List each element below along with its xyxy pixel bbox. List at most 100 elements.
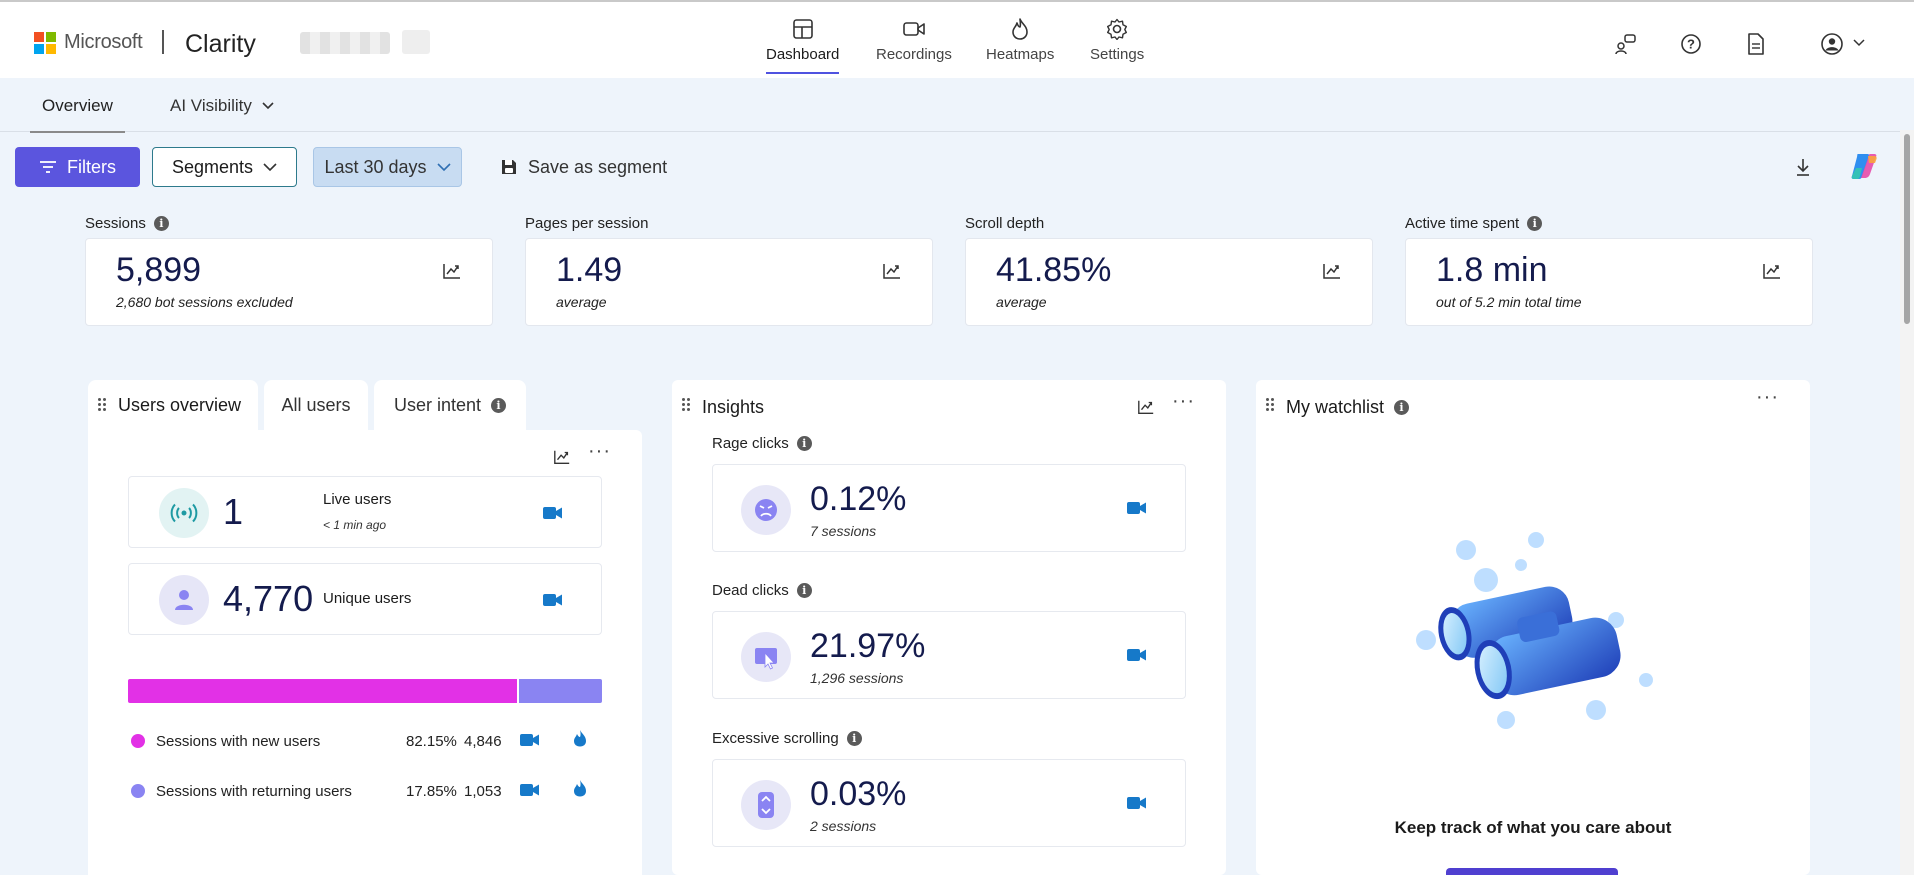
flame-icon	[1007, 16, 1033, 42]
tab-overview[interactable]: Overview	[30, 96, 125, 133]
info-icon[interactable]: i	[1527, 216, 1543, 231]
metric-sub: average	[996, 294, 1047, 310]
gear-icon	[1104, 16, 1130, 42]
returning-users-bar-segment[interactable]	[519, 679, 602, 703]
brand-company: Microsoft	[64, 31, 143, 53]
filters-label: Filters	[67, 156, 116, 177]
trend-chart-icon[interactable]	[882, 261, 902, 281]
recordings-camera-icon[interactable]	[1127, 796, 1147, 810]
heatmap-flame-icon[interactable]	[573, 779, 587, 797]
recordings-camera-icon[interactable]	[1127, 501, 1147, 515]
recordings-camera-icon[interactable]	[543, 593, 563, 607]
info-icon[interactable]: i	[846, 731, 862, 746]
recordings-camera-icon[interactable]	[520, 733, 540, 747]
metric-sub: average	[556, 294, 607, 310]
drag-handle-icon[interactable]	[98, 398, 108, 412]
nav-dashboard[interactable]: Dashboard	[766, 16, 840, 74]
tab-ai-visibility-label: AI Visibility	[170, 96, 252, 115]
heatmap-flame-icon[interactable]	[573, 729, 587, 747]
document-icon[interactable]	[1744, 32, 1768, 56]
segments-button[interactable]: Segments	[152, 147, 297, 187]
unique-users-label: Unique users	[323, 590, 412, 607]
new-users-legend-label: Sessions with new users	[156, 733, 321, 750]
nav-heatmaps[interactable]: Heatmaps	[986, 16, 1054, 63]
metric-sub: out of 5.2 min total time	[1436, 294, 1582, 310]
more-options-icon[interactable]: ···	[1756, 386, 1779, 408]
insight-sessions: 1,296 sessions	[810, 670, 904, 686]
info-icon[interactable]: i	[153, 216, 169, 231]
date-range-button[interactable]: Last 30 days	[313, 147, 462, 187]
trend-chart-icon[interactable]	[1762, 261, 1782, 281]
rage-clicks-card[interactable]: 0.12% 7 sessions	[712, 464, 1186, 552]
metric-value: 1.8 min	[1436, 251, 1548, 289]
video-camera-icon	[901, 16, 927, 42]
tab-user-intent[interactable]: User intent i	[374, 380, 526, 430]
returning-users-count: 1,053	[464, 783, 502, 800]
top-bar: Microsoft Clarity Dashboard Recordings H…	[0, 0, 1914, 78]
account-menu[interactable]	[1820, 32, 1870, 56]
recordings-camera-icon[interactable]	[520, 783, 540, 797]
nav-label: Settings	[1090, 46, 1145, 63]
trend-chart-icon[interactable]	[553, 448, 571, 466]
metric-label-text: Active time spent	[1405, 215, 1520, 232]
save-as-segment-button[interactable]: Save as segment	[500, 147, 670, 187]
project-selector-redacted[interactable]	[300, 32, 390, 54]
nav-settings[interactable]: Settings	[1090, 16, 1144, 63]
more-options-icon[interactable]: ···	[1172, 390, 1195, 412]
tab-ai-visibility[interactable]: AI Visibility	[170, 96, 274, 116]
drag-handle-icon[interactable]	[682, 398, 692, 412]
user-icon	[159, 575, 209, 625]
page-scrollbar[interactable]	[1900, 130, 1914, 875]
info-icon[interactable]: i	[1394, 400, 1410, 415]
recordings-camera-icon[interactable]	[1127, 648, 1147, 662]
trend-chart-icon[interactable]	[1322, 261, 1342, 281]
live-users-card: 1 Live users < 1 min ago	[128, 476, 602, 548]
returning-users-pct: 17.85%	[406, 783, 457, 800]
watchlist-add-button[interactable]	[1446, 868, 1618, 875]
info-icon[interactable]: i	[796, 583, 812, 598]
drag-handle-icon[interactable]	[1266, 398, 1276, 412]
filters-button[interactable]: Filters	[15, 147, 140, 187]
chevron-down-icon	[263, 162, 277, 171]
metric-value: 1.49	[556, 251, 623, 289]
scrollbar-thumb[interactable]	[1904, 134, 1910, 324]
share-users-icon[interactable]	[1613, 32, 1637, 56]
dead-clicks-label: Dead clicks i	[712, 582, 812, 599]
help-icon[interactable]: ?	[1679, 32, 1703, 56]
tab-all-users[interactable]: All users	[264, 380, 368, 430]
scroll-icon	[741, 780, 791, 830]
bar-divider	[517, 679, 520, 703]
watchlist-title-text: My watchlist	[1286, 397, 1385, 417]
brand-divider	[162, 30, 164, 54]
trend-chart-icon[interactable]	[442, 261, 462, 281]
unique-users-card: 4,770 Unique users	[128, 563, 602, 635]
new-users-bar-segment[interactable]	[128, 679, 518, 703]
microsoft-logo[interactable]: Microsoft	[34, 31, 143, 54]
metric-value: 41.85%	[996, 251, 1112, 289]
copilot-icon[interactable]	[1848, 150, 1880, 182]
nav-label: Recordings	[876, 46, 952, 63]
nav-recordings[interactable]: Recordings	[876, 16, 952, 63]
tab-users-overview[interactable]: Users overview	[88, 380, 258, 430]
project-chevron-redacted[interactable]	[402, 30, 430, 54]
info-icon[interactable]: i	[491, 397, 507, 413]
brand-product[interactable]: Clarity	[185, 30, 256, 58]
insight-value: 21.97%	[810, 627, 926, 665]
trend-chart-icon[interactable]	[1137, 398, 1155, 416]
recordings-camera-icon[interactable]	[543, 506, 563, 520]
segments-label: Segments	[171, 156, 254, 177]
excessive-scrolling-card[interactable]: 0.03% 2 sessions	[712, 759, 1186, 847]
metric-label-scroll-depth: Scroll depth	[965, 215, 1045, 232]
insight-label-text: Rage clicks	[712, 435, 789, 452]
dead-click-icon	[741, 632, 791, 682]
excessive-scrolling-label: Excessive scrolling i	[712, 730, 862, 747]
download-icon[interactable]	[1791, 155, 1815, 179]
more-options-icon[interactable]: ···	[588, 440, 611, 462]
watchlist-title: My watchlist i	[1286, 397, 1410, 418]
metric-label-pages-per-session: Pages per session	[525, 215, 649, 232]
broadcast-icon	[159, 488, 209, 538]
dead-clicks-card[interactable]: 21.97% 1,296 sessions	[712, 611, 1186, 699]
returning-users-legend-label: Sessions with returning users	[156, 783, 352, 800]
metric-label-text: Sessions	[85, 215, 146, 232]
info-icon[interactable]: i	[796, 436, 812, 451]
